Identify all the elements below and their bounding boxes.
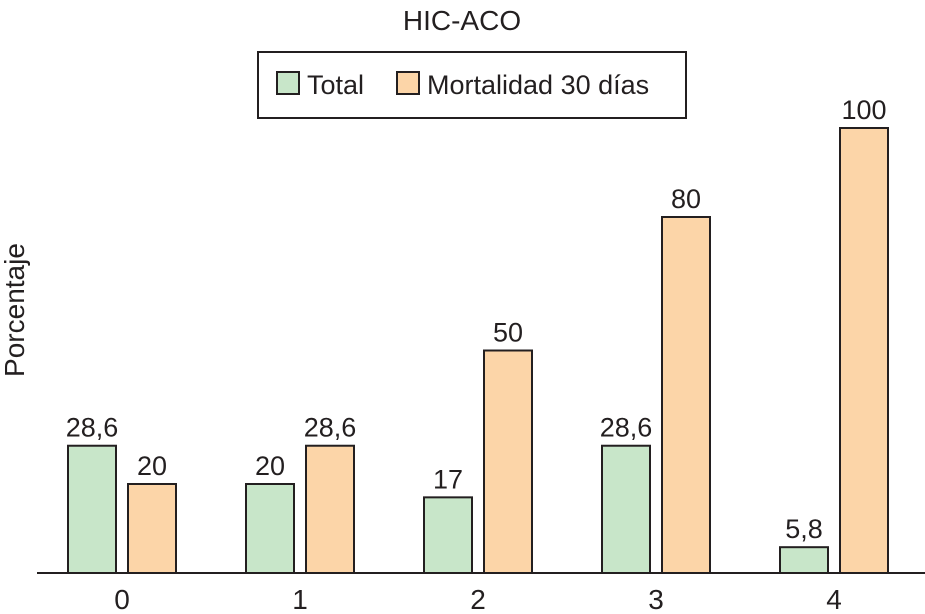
bars-layer [67,127,889,575]
value-label-mortality-2: 50 [493,318,523,348]
x-tick-label-3: 3 [648,584,664,614]
bar-mortality-1 [305,444,355,575]
x-tick-label-4: 4 [826,584,842,614]
bar-mortality-2 [483,349,533,574]
legend-swatch-total [276,71,300,95]
value-label-total-1: 20 [255,451,285,481]
value-labels-layer: 28,6 20 20 28,6 17 50 28,6 80 5,8 100 [66,95,887,544]
legend-swatch-mortality [396,71,420,95]
value-label-total-4: 5,8 [785,514,823,544]
x-tick-label-2: 2 [470,584,486,614]
legend: Total Mortalidad 30 días [257,51,687,119]
legend-label-mortality: Mortalidad 30 días [427,70,649,100]
value-label-total-0: 28,6 [66,413,119,443]
value-label-mortality-3: 80 [671,184,701,214]
bar-total-2 [423,496,473,575]
y-axis-label: Porcentaje [0,243,30,377]
value-label-mortality-0: 20 [137,451,167,481]
bar-total-3 [601,444,651,575]
bar-mortality-0 [127,483,177,574]
value-label-mortality-4: 100 [841,95,886,125]
bar-total-0 [67,444,117,575]
value-label-mortality-1: 28,6 [304,413,357,443]
bar-total-4 [779,546,829,575]
x-tick-labels-layer: 0 1 2 3 4 [114,584,842,614]
value-label-total-2: 17 [433,464,463,494]
bar-mortality-4 [839,127,889,574]
value-label-total-3: 28,6 [600,413,653,443]
bar-mortality-3 [661,216,711,574]
legend-label-total: Total [307,70,364,100]
x-tick-label-0: 0 [114,584,130,614]
bar-total-1 [245,483,295,574]
legend-frame [257,51,687,119]
x-tick-label-1: 1 [292,584,308,614]
chart-title: HIC-ACO [403,5,521,36]
